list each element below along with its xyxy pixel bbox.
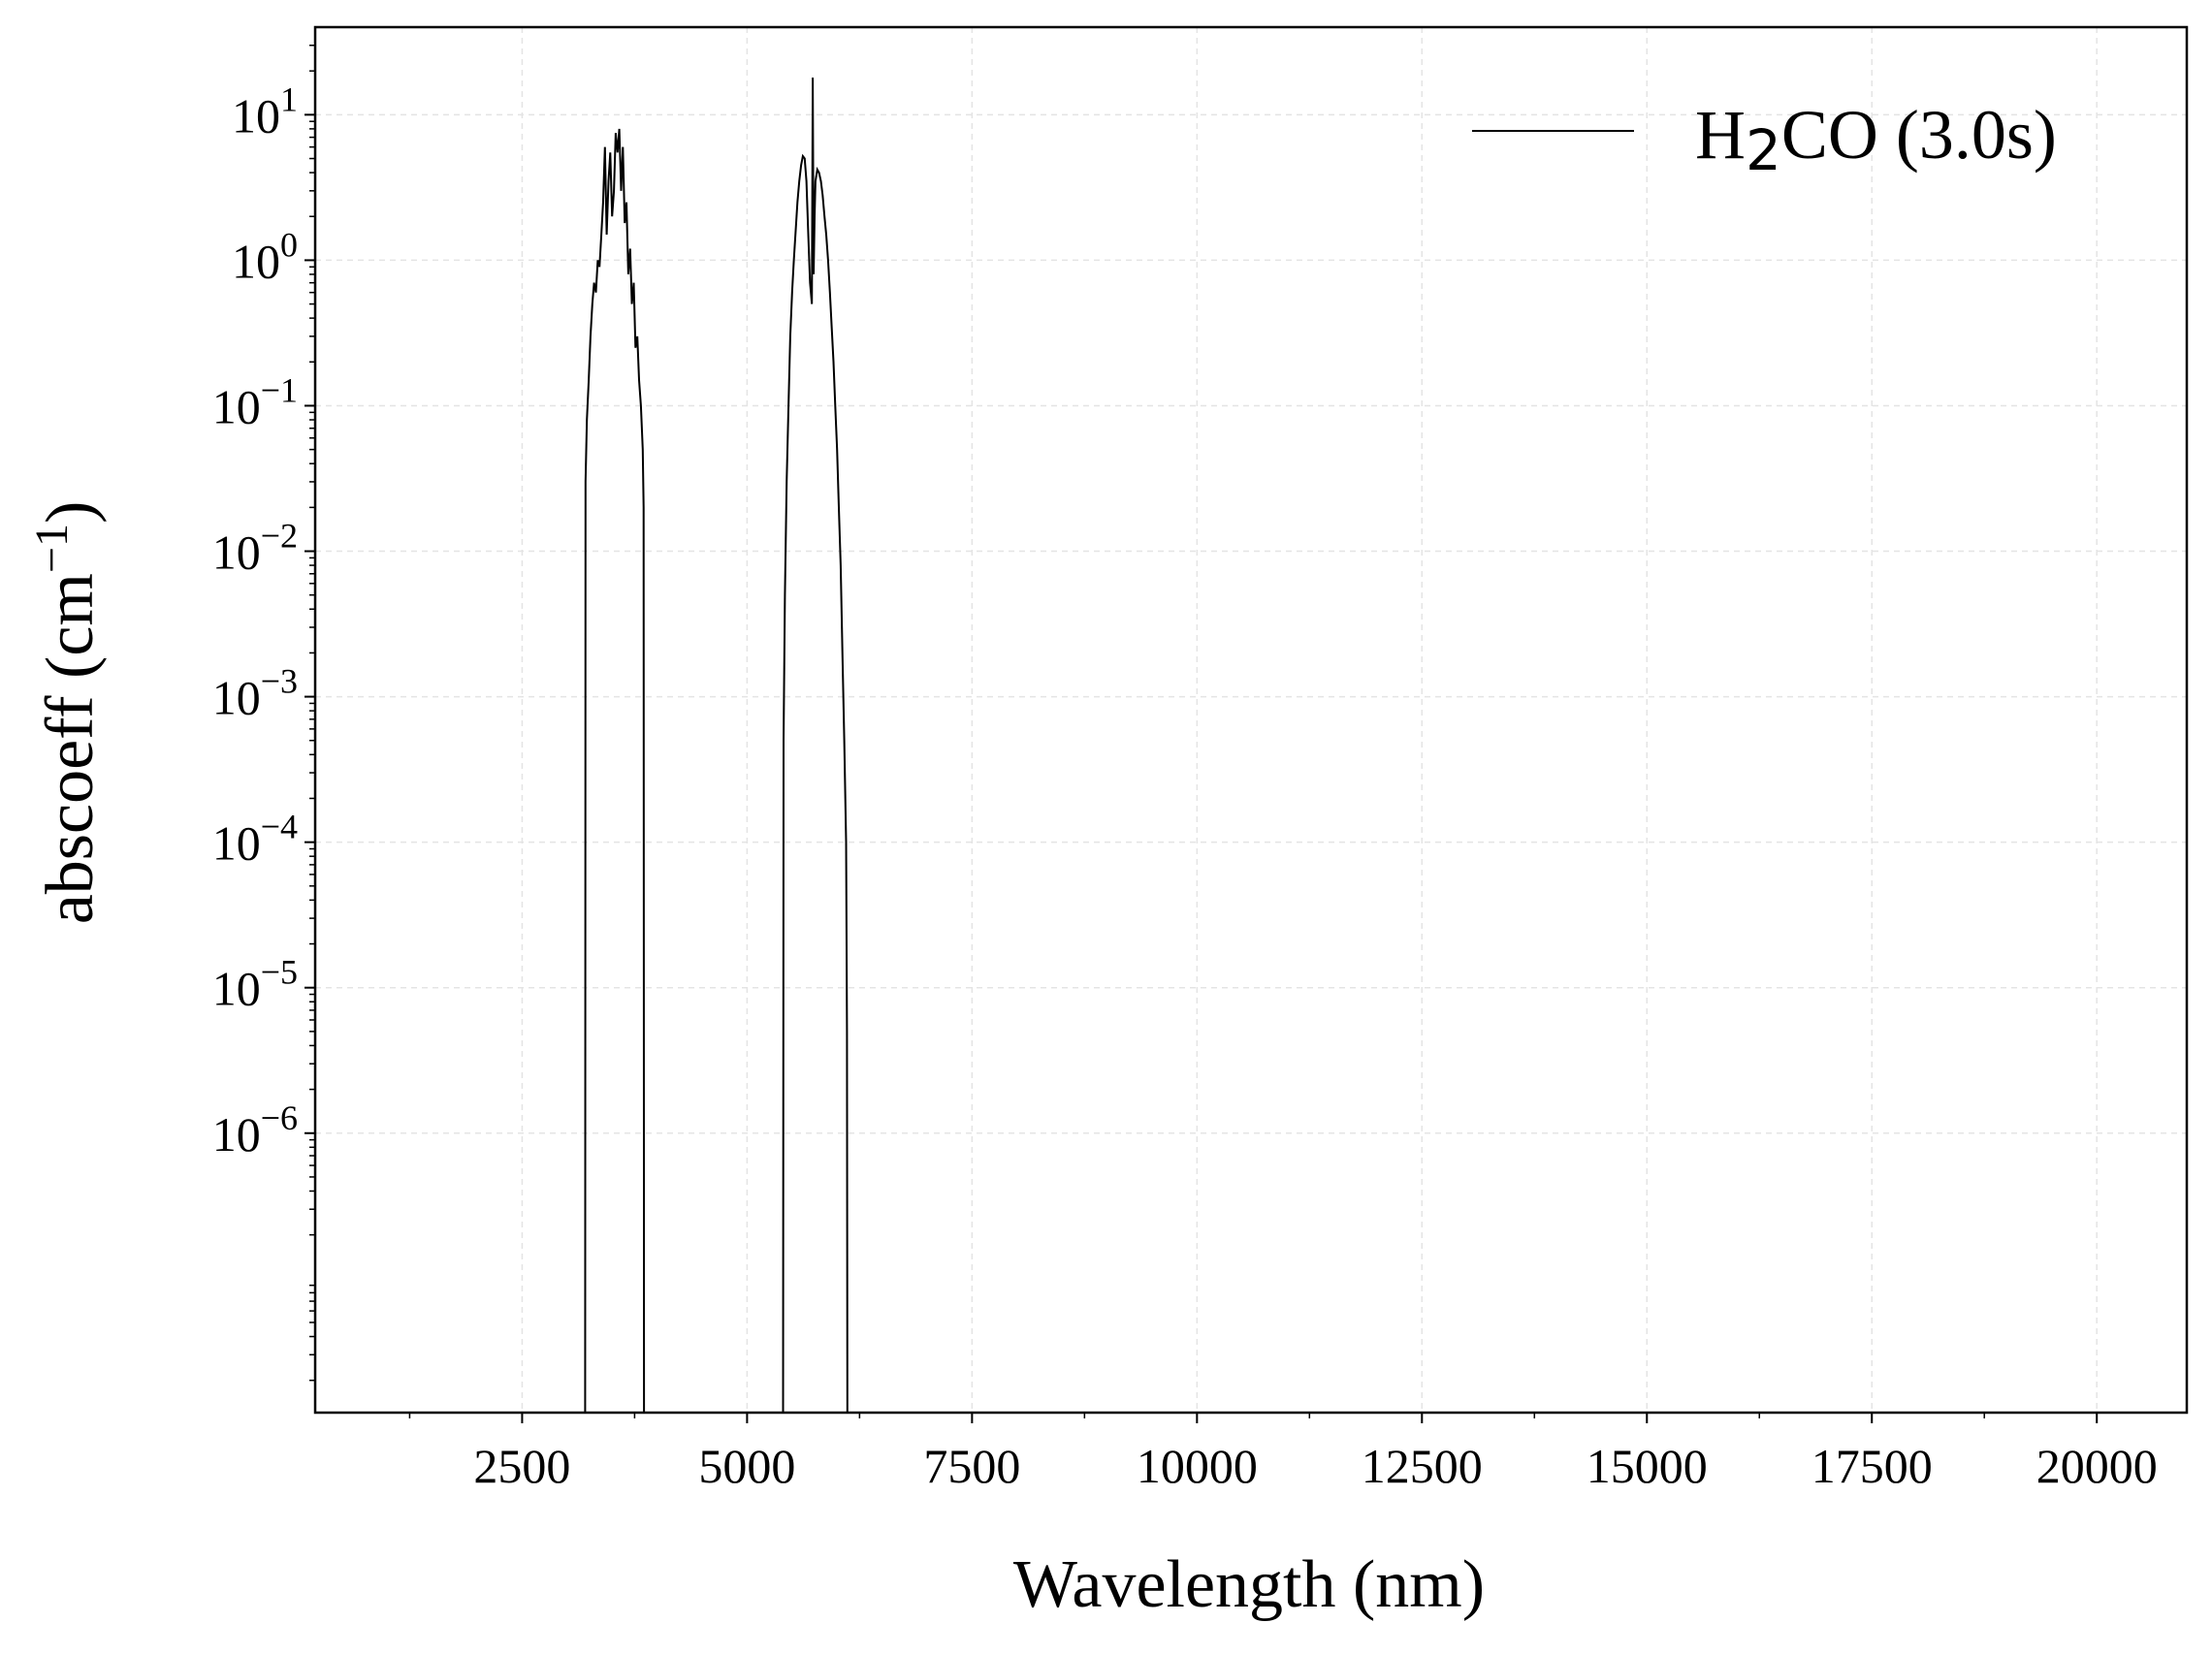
legend: H2CO (3.0s) <box>1472 96 2057 183</box>
legend-label: H2CO (3.0s) <box>1695 96 2057 183</box>
x-tick-label: 17500 <box>1811 1439 1933 1493</box>
legend-label-sub: 2 <box>1746 117 1781 183</box>
y-tick-label: 10−4 <box>212 808 298 871</box>
grid <box>315 27 2187 1413</box>
y-tick-label: 100 <box>232 225 298 288</box>
y-tick-label: 101 <box>232 80 298 143</box>
y-axis-title-exponent: −1 <box>26 524 78 573</box>
y-tick-label-exponent: −6 <box>261 1098 298 1137</box>
y-tick-label: 10−3 <box>212 662 298 725</box>
y-tick-label-base: 10 <box>212 525 261 580</box>
x-tick-label: 20000 <box>2036 1439 2158 1493</box>
series-line <box>584 128 646 1414</box>
y-tick-label-exponent: −3 <box>261 662 298 701</box>
series-layer <box>584 77 849 1414</box>
y-tick-label-base: 10 <box>212 816 261 871</box>
y-tick-label-base: 10 <box>212 671 261 725</box>
x-tick-label: 10000 <box>1137 1439 1258 1493</box>
y-tick-label-base: 10 <box>212 962 261 1016</box>
x-tick-label: 2500 <box>473 1439 570 1493</box>
y-tick-label: 10−5 <box>212 953 298 1016</box>
y-tick-label-exponent: −4 <box>261 808 298 846</box>
y-tick-label: 10−6 <box>212 1098 298 1162</box>
x-axis-title: Wavelength (nm) <box>1013 1547 1485 1622</box>
series-line <box>782 77 849 1414</box>
y-axis-title: abscoeff (cm−1) <box>26 501 108 925</box>
x-tick-label: 7500 <box>923 1439 1020 1493</box>
y-tick-label-base: 10 <box>232 234 280 288</box>
y-tick-label-exponent: −5 <box>261 953 298 992</box>
y-tick-label: 10−2 <box>212 517 298 580</box>
y-tick-label-base: 10 <box>232 88 280 143</box>
y-tick-label-exponent: −2 <box>261 517 298 556</box>
y-tick-label: 10−1 <box>212 370 298 433</box>
y-tick-label-base: 10 <box>212 1107 261 1162</box>
y-axis-title-close: ) <box>33 501 108 524</box>
legend-label-post: CO (3.0s) <box>1781 96 2057 174</box>
x-tick-label: 15000 <box>1587 1439 1708 1493</box>
y-tick-label-base: 10 <box>212 379 261 433</box>
y-axis-title-main: abscoeff (cm <box>33 573 108 924</box>
y-tick-label-exponent: 0 <box>280 225 298 264</box>
x-axis: 2500 5000 7500 10000 12500 15000 17500 20000 <box>408 1413 2158 1493</box>
x-tick-label: 12500 <box>1362 1439 1483 1493</box>
legend-label-pre: H <box>1695 96 1746 174</box>
y-tick-label-exponent: 1 <box>280 80 298 118</box>
y-tick-label-exponent: −1 <box>261 370 298 409</box>
x-tick-label: 5000 <box>698 1439 795 1493</box>
